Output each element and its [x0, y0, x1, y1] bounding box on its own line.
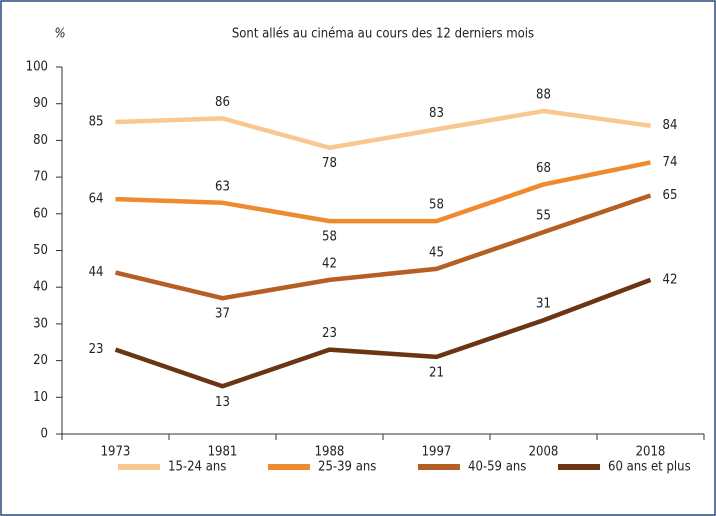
x-tick-label: 2008 [529, 445, 559, 460]
x-tick-label: 2018 [636, 445, 666, 460]
data-label: 42 [322, 256, 337, 271]
x-tick-label: 1988 [315, 445, 345, 460]
y-axis-label: % [54, 27, 65, 42]
data-label: 44 [89, 265, 104, 280]
data-label: 88 [536, 88, 551, 103]
legend-label: 40-59 ans [468, 460, 526, 475]
y-tick-label: 0 [41, 427, 48, 442]
y-tick-label: 90 [33, 96, 48, 111]
y-tick-label: 50 [33, 243, 48, 258]
data-label: 21 [429, 365, 444, 380]
y-tick-label: 100 [26, 60, 48, 75]
data-label: 83 [429, 106, 444, 121]
x-tick-label: 1997 [422, 445, 452, 460]
data-label: 55 [536, 209, 551, 224]
data-label: 37 [215, 307, 230, 322]
y-tick-label: 70 [33, 170, 48, 185]
line [115, 108, 651, 150]
x-tick-label: 1981 [208, 445, 238, 460]
data-label: 84 [663, 118, 678, 133]
data-label: 78 [322, 156, 337, 171]
data-label: 65 [663, 188, 678, 203]
data-label: 63 [215, 179, 230, 194]
data-label: 42 [663, 272, 678, 287]
y-tick-label: 60 [33, 206, 48, 221]
y-tick-label: 20 [33, 353, 48, 368]
data-label: 85 [89, 115, 104, 130]
line [114, 193, 652, 301]
legend-label: 60 ans et plus [608, 460, 691, 475]
legend-label: 25-39 ans [318, 460, 376, 475]
data-label: 23 [322, 326, 337, 341]
data-label: 68 [536, 161, 551, 176]
data-label: 31 [536, 297, 551, 312]
data-label: 23 [89, 342, 104, 357]
x-tick-label: 1973 [101, 445, 131, 460]
data-label: 13 [215, 395, 230, 410]
y-tick-label: 80 [33, 133, 48, 148]
line [114, 277, 652, 389]
chart-title: Sont allés au cinéma au cours des 12 der… [232, 27, 534, 42]
data-label: 64 [89, 192, 104, 207]
data-label: 58 [322, 230, 337, 245]
data-label: 86 [215, 95, 230, 110]
data-label: 58 [429, 198, 444, 213]
y-tick-label: 10 [33, 390, 48, 405]
legend-label: 15-24 ans [168, 460, 226, 475]
line [115, 160, 651, 224]
data-label: 45 [429, 245, 444, 260]
data-label: 74 [663, 155, 678, 170]
y-tick-label: 30 [33, 316, 48, 331]
y-tick-label: 40 [33, 280, 48, 295]
